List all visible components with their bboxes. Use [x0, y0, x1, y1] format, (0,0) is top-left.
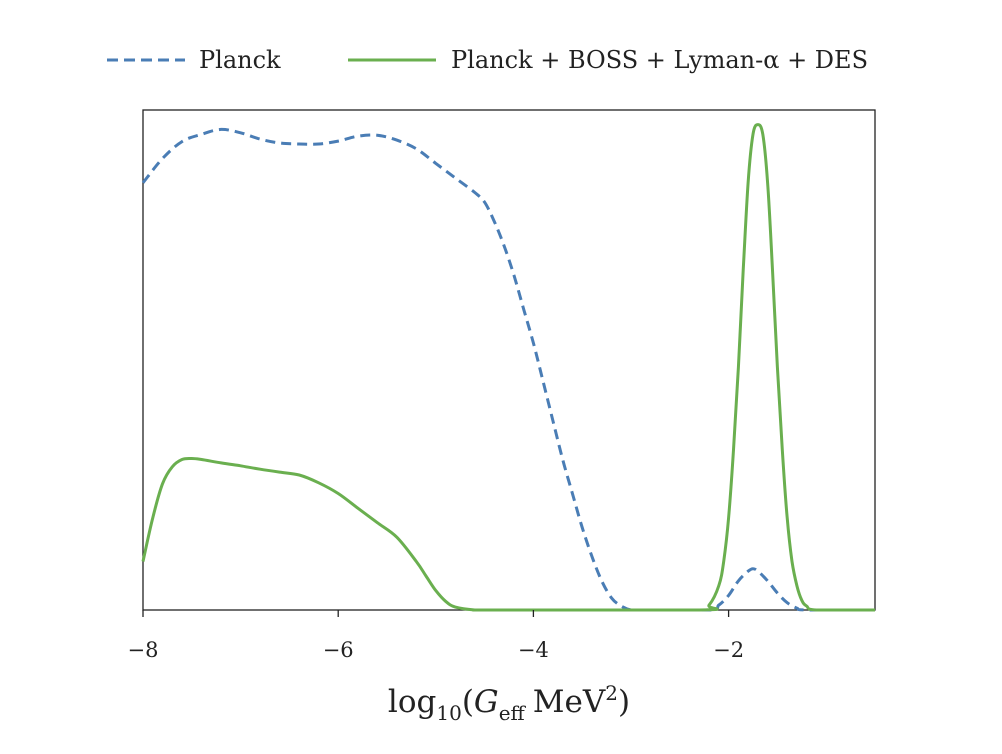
- series-line-combined: [141, 123, 875, 612]
- x-tick-label: −6: [323, 638, 354, 662]
- series-line-planck: [141, 127, 875, 612]
- x-tick-label: −8: [128, 638, 159, 662]
- series-layer: [141, 123, 875, 612]
- plot-frame: [142, 109, 876, 611]
- x-tick-label: −4: [518, 638, 549, 662]
- x-axis-label: log10(Geff MeV2): [388, 681, 630, 725]
- legend-label-combined: Planck + BOSS + Lyman-α + DES: [451, 46, 868, 74]
- legend: Planck Planck + BOSS + Lyman-α + DES: [107, 46, 868, 74]
- x-tick-label: −2: [713, 638, 744, 662]
- legend-label-planck: Planck: [199, 46, 281, 74]
- x-axis-ticks: −8 −6 −4 −2: [128, 610, 744, 662]
